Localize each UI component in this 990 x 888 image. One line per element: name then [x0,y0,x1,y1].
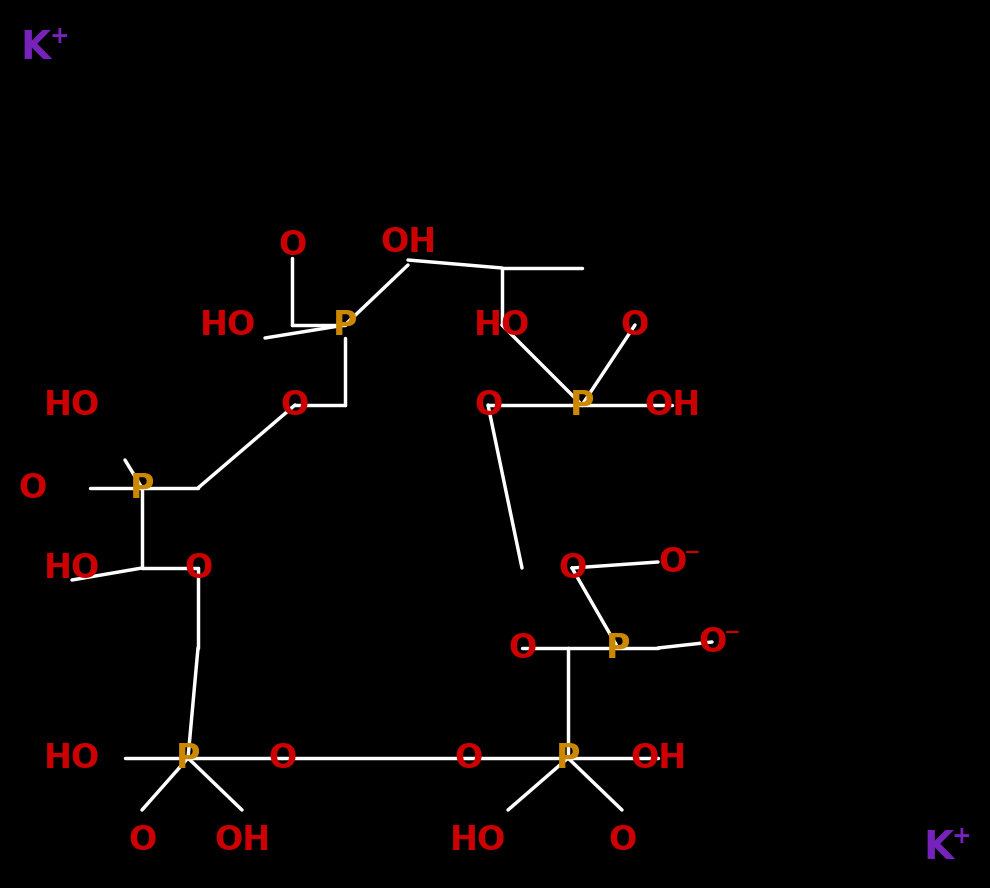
Text: O: O [268,741,296,774]
Text: P: P [570,389,594,422]
Text: P: P [555,741,580,774]
Text: HO: HO [44,741,100,774]
Text: O: O [474,389,502,422]
Text: OH: OH [214,823,270,857]
Text: HO: HO [474,308,530,342]
Text: O: O [558,551,586,584]
Text: O: O [658,545,686,578]
Text: P: P [606,631,631,664]
Text: −: − [684,543,701,562]
Text: HO: HO [44,389,100,422]
Text: O: O [281,389,309,422]
Text: HO: HO [200,308,256,342]
Text: K: K [923,829,953,867]
Text: O: O [453,741,482,774]
Text: OH: OH [380,226,437,258]
Text: P: P [176,741,200,774]
Text: +: + [49,25,68,48]
Text: OH: OH [630,741,686,774]
Text: O: O [508,631,537,664]
Text: P: P [333,308,357,342]
Text: O: O [184,551,212,584]
Text: O: O [621,308,649,342]
Text: O: O [18,472,47,504]
Text: O: O [278,228,306,261]
Text: HO: HO [44,551,100,584]
Text: P: P [130,472,154,504]
Text: OH: OH [644,389,700,422]
Text: O: O [698,625,726,659]
Text: HO: HO [449,823,506,857]
Text: −: − [724,622,741,642]
Text: O: O [608,823,637,857]
Text: +: + [952,825,971,848]
Text: O: O [128,823,156,857]
Text: K: K [20,29,50,67]
